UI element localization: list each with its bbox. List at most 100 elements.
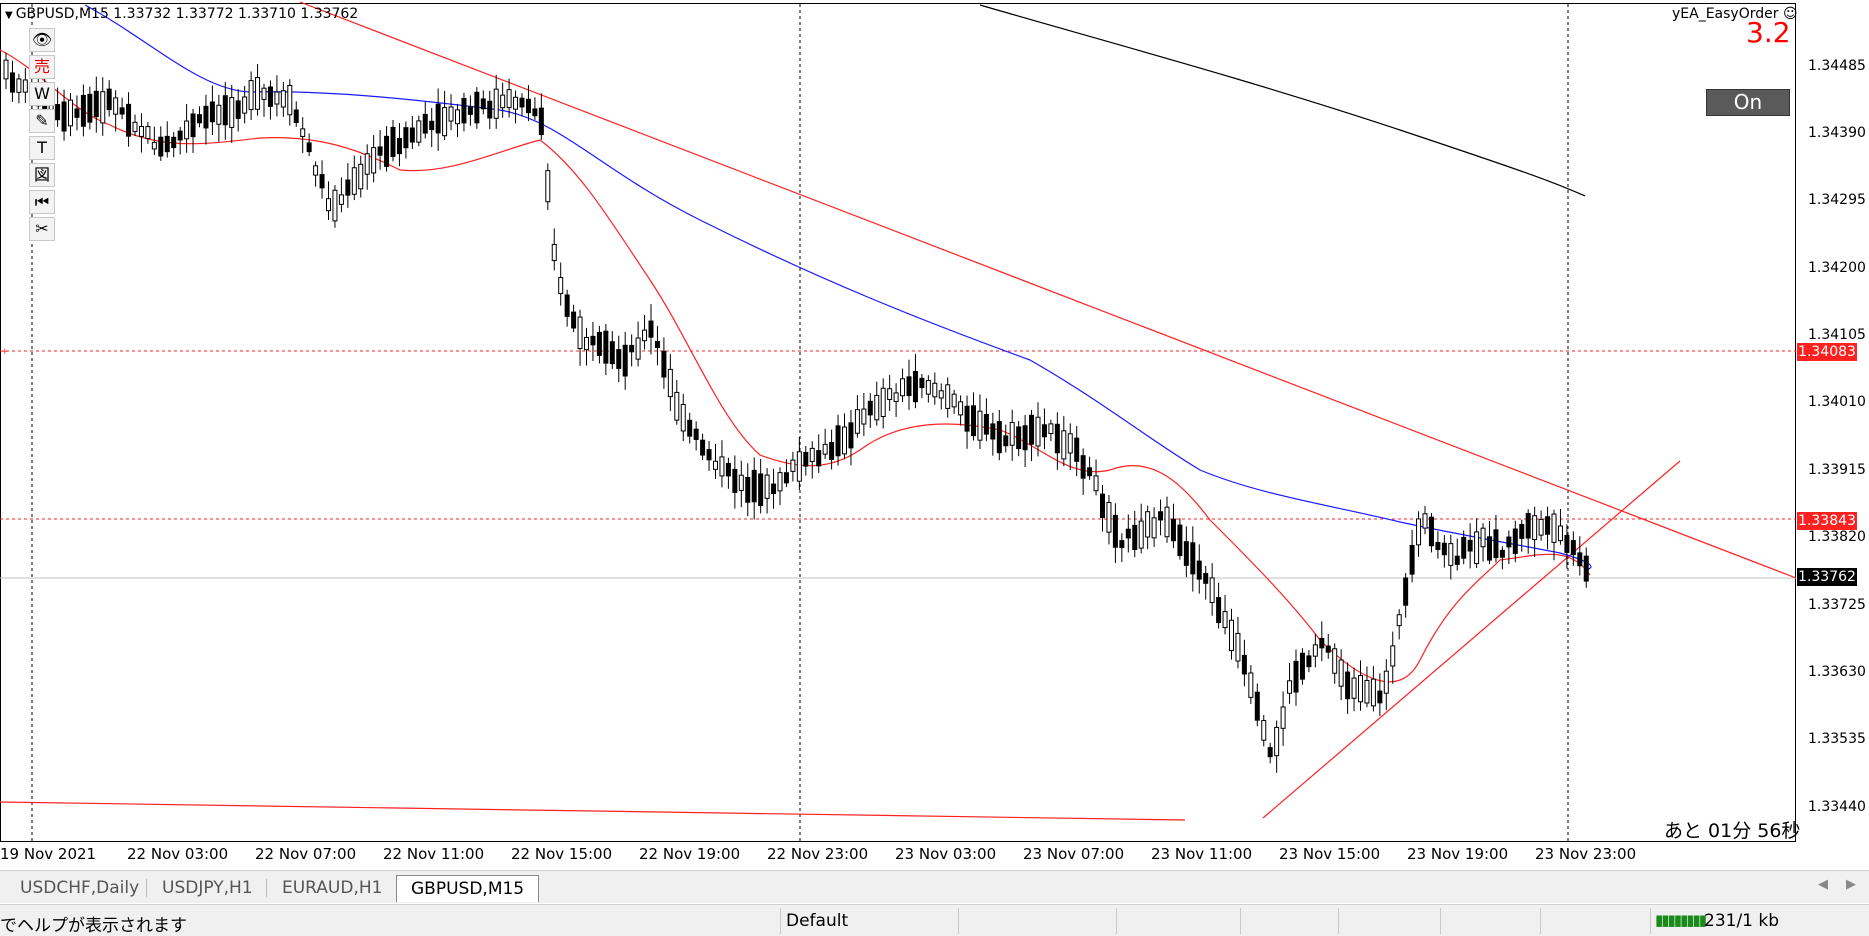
time-label: 23 Nov 11:00 xyxy=(1151,845,1253,863)
chart-frame xyxy=(0,3,1796,842)
candle-body xyxy=(667,368,673,398)
collapse-triangle-icon[interactable]: ▼ xyxy=(5,10,13,21)
candle-body xyxy=(1583,555,1589,582)
tab-scroll-left-icon[interactable]: ◀ xyxy=(1818,877,1828,892)
text-icon[interactable]: T xyxy=(29,136,55,160)
candle-body xyxy=(674,391,680,421)
candle-body xyxy=(1048,423,1054,435)
candle-body xyxy=(1306,655,1312,668)
candle-body xyxy=(990,423,996,440)
candle-body xyxy=(287,84,293,116)
status-bar: でヘルプが表示されます Default ▮▮▮▮▮▮▮▮ 231/1 kb xyxy=(0,904,1869,936)
price-axis[interactable]: 1.34485 1.34390 1.34295 1.34200 1.34105 … xyxy=(1796,0,1869,845)
candle-body xyxy=(1428,516,1434,547)
candle-body xyxy=(584,336,589,351)
candle-body xyxy=(74,108,80,118)
candle-body xyxy=(1474,531,1480,565)
candle-body xyxy=(1241,654,1247,675)
scissors-icon[interactable]: ✂ xyxy=(29,217,55,241)
candle-body xyxy=(1016,426,1022,450)
status-separator xyxy=(1116,908,1117,934)
candle-body xyxy=(661,350,667,378)
bid-price-tag: 1.33762 xyxy=(1797,568,1857,586)
candle-body xyxy=(1274,726,1280,757)
time-label: 22 Nov 19:00 xyxy=(639,845,741,863)
candle-body xyxy=(1003,435,1009,447)
candle-body xyxy=(209,101,215,123)
tab-usdjpy-h1[interactable]: USDJPY,H1 xyxy=(162,878,253,898)
sell-icon[interactable]: 売 xyxy=(29,55,55,79)
candle-body xyxy=(16,78,22,93)
candle-body xyxy=(345,179,351,196)
candle-body xyxy=(1512,528,1518,554)
candle-body xyxy=(1009,421,1015,446)
candle-body xyxy=(177,130,183,141)
candle-body xyxy=(145,126,151,140)
ea-name-label: yEA_EasyOrder ☺ xyxy=(1672,6,1798,22)
candle-body xyxy=(1029,414,1035,445)
candle-body xyxy=(377,146,383,156)
tab-usdchf-daily[interactable]: USDCHF,Daily xyxy=(20,878,140,898)
price-chart[interactable]: + xyxy=(0,0,1869,870)
tab-gbpusd-m15[interactable]: GBPUSD,M15 xyxy=(396,875,540,902)
candle-body xyxy=(1319,637,1325,649)
candle-body xyxy=(474,91,480,124)
candle-body xyxy=(1177,524,1183,557)
tab-scroll-right-icon[interactable]: ▶ xyxy=(1846,877,1856,892)
w-icon[interactable]: W xyxy=(29,82,55,106)
candle-body xyxy=(409,127,415,143)
chart-icon[interactable]: 図 xyxy=(29,163,55,187)
candle-body xyxy=(1280,706,1286,729)
tab-euraud-h1[interactable]: EURAUD,H1 xyxy=(282,878,383,898)
skip-back-icon[interactable]: ⏮ xyxy=(29,190,55,214)
candle-body xyxy=(338,194,344,205)
candle-body xyxy=(203,105,209,129)
candle-body xyxy=(1370,678,1376,707)
candle-body xyxy=(1435,542,1441,550)
candle-body xyxy=(880,387,886,418)
candle-body xyxy=(1151,517,1157,539)
candle-body xyxy=(1396,614,1402,627)
candle-body xyxy=(983,414,989,435)
candle-body xyxy=(1254,691,1260,721)
candle-body xyxy=(1325,645,1331,653)
candle-body xyxy=(106,88,112,111)
ma-slow-line xyxy=(979,4,1586,197)
candle-body xyxy=(1164,506,1170,538)
time-label: 22 Nov 15:00 xyxy=(511,845,613,863)
ea-on-button[interactable]: On xyxy=(1706,89,1790,116)
candle-body xyxy=(938,390,944,399)
candle-body xyxy=(900,378,906,397)
time-axis[interactable]: 19 Nov 2021 22 Nov 03:00 22 Nov 07:00 22… xyxy=(0,845,1796,867)
candle-body xyxy=(1377,690,1383,704)
candle-body xyxy=(1525,513,1531,539)
candle-body xyxy=(164,135,170,153)
candle-body xyxy=(61,101,67,132)
candle-body xyxy=(1422,513,1428,529)
candle-body xyxy=(874,394,880,421)
candle-body xyxy=(887,388,893,400)
candle-body xyxy=(1222,611,1228,629)
candle-body xyxy=(1557,525,1563,542)
candle-body xyxy=(274,91,280,105)
candle-body xyxy=(912,370,918,403)
candle-body xyxy=(861,408,867,425)
candle-body xyxy=(1080,455,1086,479)
level-marker: + xyxy=(1,347,9,357)
status-separator xyxy=(1540,908,1541,934)
candle-body xyxy=(1299,652,1305,680)
candle-body xyxy=(1480,527,1486,548)
ea-version-label: 3.2 xyxy=(1746,16,1791,49)
pencil-icon[interactable]: ✎ xyxy=(29,109,55,133)
candle-body xyxy=(1551,513,1557,543)
time-label: 23 Nov 07:00 xyxy=(1023,845,1125,863)
candle-body xyxy=(783,472,789,484)
candle-body xyxy=(764,474,770,499)
candle-body xyxy=(829,442,835,460)
candle-body xyxy=(1145,511,1151,538)
chart-area[interactable]: + ▼ GBPUSD,M15 1.33732 1.33772 1.33710 1.… xyxy=(0,0,1869,870)
eye-icon[interactable]: 👁 xyxy=(29,28,55,52)
candle-body xyxy=(713,460,718,470)
candle-body xyxy=(1106,502,1112,533)
candle-body xyxy=(977,410,983,441)
